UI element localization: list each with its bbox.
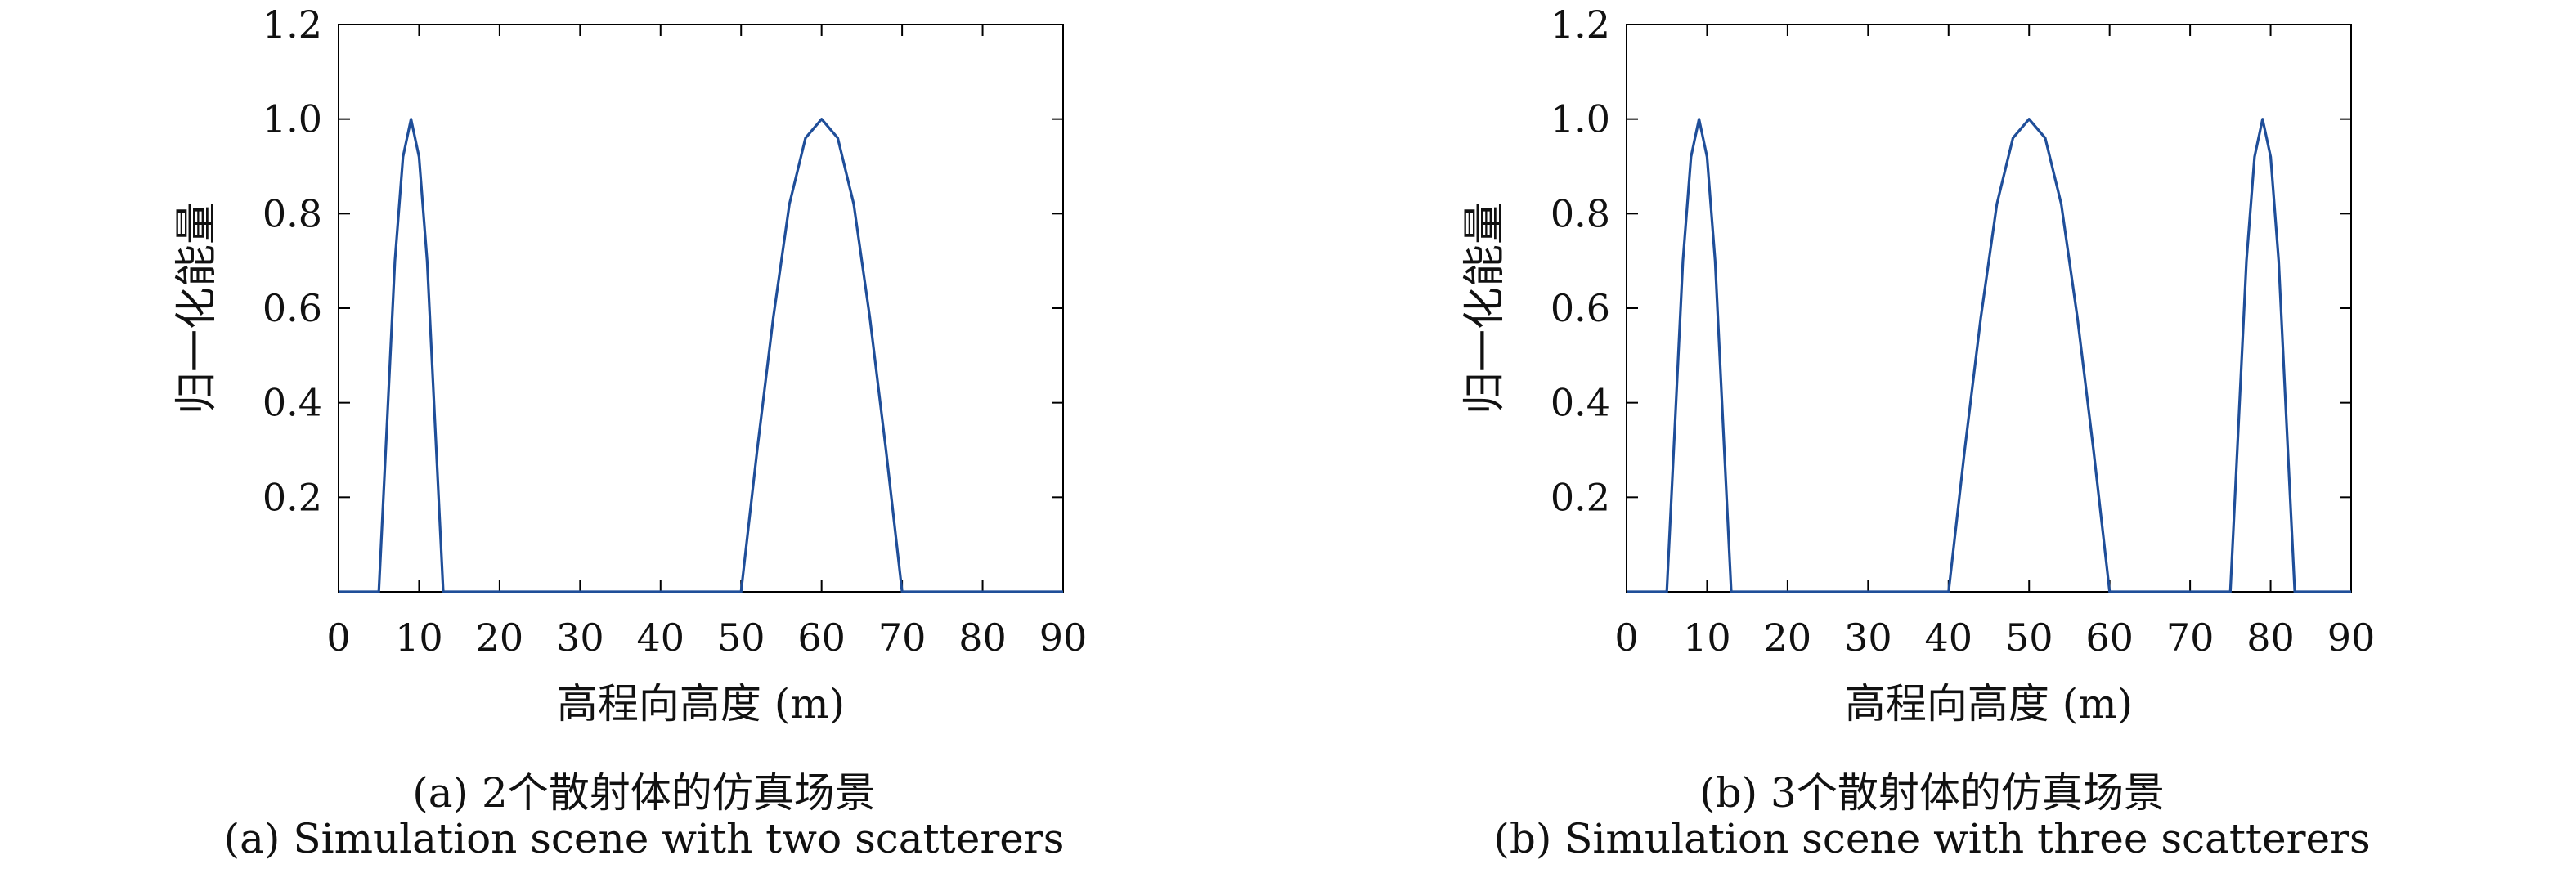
y-tick-label: 0.2 — [263, 475, 322, 519]
chart-panel-a: 0.2 0.4 0.6 0.8 1.0 1.2 0 10 20 30 40 50 60 70 80 90 高程向… — [173, 2, 1088, 862]
caption-en-b: (b) Simulation scene with three scattere… — [1493, 815, 2371, 862]
plot-frame — [338, 24, 1064, 593]
chart-panel-b: 0.2 0.4 0.6 0.8 1.0 1.2 0 10 20 30 40 50 60 70 80 90 高程向… — [1288, 0, 2576, 873]
y-tick-label: 1.2 — [1551, 2, 1610, 47]
y-tick-label: 1.0 — [1551, 97, 1610, 141]
y-tick-label: 0.8 — [1551, 191, 1610, 235]
x-axis-label: 高程向高度 (m) — [557, 680, 845, 728]
x-tick-label: 90 — [1039, 616, 1088, 660]
x-tick-label: 50 — [2005, 616, 2053, 660]
x-tick-label: 30 — [556, 616, 604, 660]
x-tick-label: 20 — [476, 616, 524, 660]
x-tick-label: 80 — [958, 616, 1007, 660]
y-tick-label: 0.4 — [263, 381, 322, 425]
x-tick-label: 60 — [797, 616, 846, 660]
series-line-0 — [339, 118, 1063, 593]
caption-cn-a: (a) 2个散射体的仿真场景 — [412, 769, 876, 817]
y-tick-label: 0.6 — [263, 286, 322, 330]
x-tick-label: 40 — [1925, 616, 1973, 660]
x-tick-label: 10 — [1683, 616, 1731, 660]
x-tick-label: 10 — [395, 616, 443, 660]
x-tick-label: 90 — [2327, 616, 2376, 660]
plot-frame — [1626, 24, 2352, 593]
y-axis-label: 归一化能量 — [1461, 202, 1510, 414]
x-tick-label: 30 — [1844, 616, 1892, 660]
y-axis-label: 归一化能量 — [173, 202, 222, 414]
y-tick-label: 0.4 — [1551, 381, 1610, 425]
x-tick-label: 70 — [2166, 616, 2215, 660]
y-tick-label: 0.6 — [1551, 286, 1610, 330]
y-tick-label: 1.0 — [263, 97, 322, 141]
caption-cn-b: (b) 3个散射体的仿真场景 — [1699, 769, 2165, 817]
x-tick-label: 60 — [2085, 616, 2134, 660]
y-tick-label: 0.2 — [1551, 475, 1610, 519]
chart-a: 0.2 0.4 0.6 0.8 1.0 1.2 0 10 20 30 40 50 60 70 80 90 高程向… — [173, 2, 1088, 728]
x-tick-label: 50 — [717, 616, 765, 660]
x-tick-label: 70 — [878, 616, 927, 660]
y-tick-label: 1.2 — [263, 2, 322, 47]
x-tick-label: 40 — [637, 616, 685, 660]
x-tick-label: 0 — [326, 616, 350, 660]
x-tick-label: 20 — [1764, 616, 1812, 660]
x-axis-label: 高程向高度 (m) — [1845, 680, 2133, 728]
y-tick-label: 0.8 — [263, 191, 322, 235]
chart-b: 0.2 0.4 0.6 0.8 1.0 1.2 0 10 20 30 40 50 60 70 80 90 高程向… — [1461, 2, 2376, 728]
x-tick-label: 0 — [1614, 616, 1638, 660]
series-line-0 — [1627, 118, 2351, 593]
x-tick-label: 80 — [2246, 616, 2295, 660]
caption-en-a: (a) Simulation scene with two scatterers — [223, 815, 1065, 862]
